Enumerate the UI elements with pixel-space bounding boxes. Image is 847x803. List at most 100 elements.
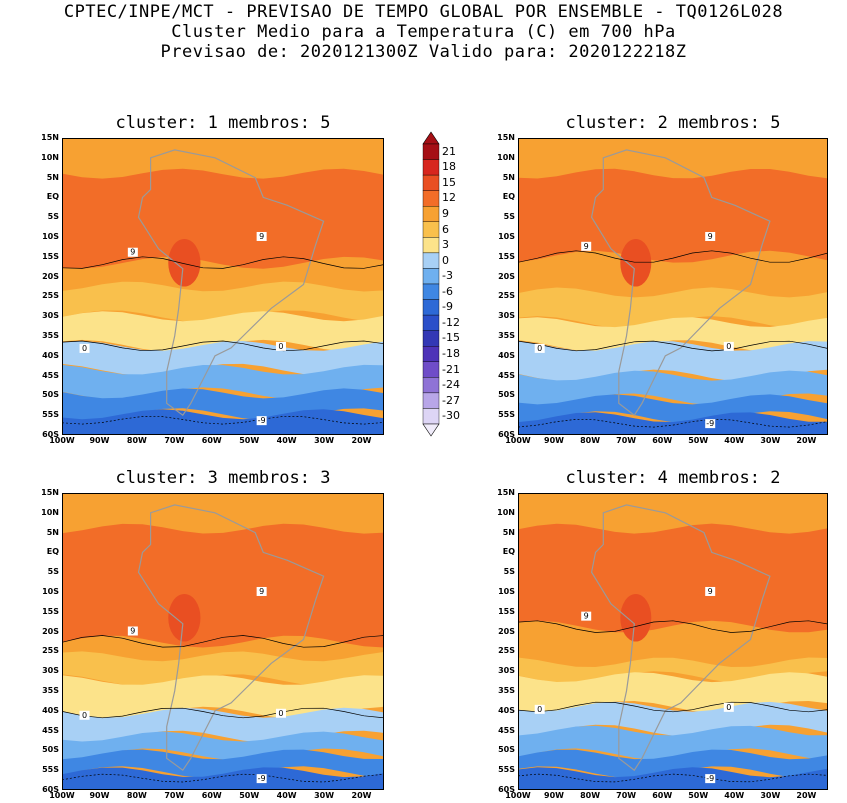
lat-label: 30S xyxy=(42,311,59,321)
colorbar-swatch xyxy=(422,174,440,191)
colorbar-label: -24 xyxy=(442,378,460,392)
field-m12-m9 xyxy=(62,409,384,435)
field-m6-m3 xyxy=(62,364,384,400)
lon-label: 50W xyxy=(239,791,260,800)
lat-label: 5S xyxy=(47,567,59,577)
colorbar-label: 15 xyxy=(442,175,456,189)
lat-label: 15S xyxy=(42,606,59,616)
colorbar-label: -3 xyxy=(442,269,453,283)
lat-label: 5N xyxy=(502,527,515,537)
contour-label-minus-9: -9 xyxy=(258,416,266,425)
lat-label: 40S xyxy=(498,705,515,715)
contour-label-0-bg xyxy=(275,708,286,718)
lon-label: 100W xyxy=(505,791,531,800)
contour-label-0: 0 xyxy=(82,344,87,353)
contour-0 xyxy=(518,340,828,352)
lat-label: 20S xyxy=(42,626,59,636)
contour-label-9-bg xyxy=(581,611,592,621)
lat-label: 10S xyxy=(42,587,59,596)
contour-minus-9 xyxy=(62,416,384,425)
contour-label-9: 9 xyxy=(259,232,264,241)
panel-title-2: cluster: 2 membros: 5 xyxy=(565,113,781,133)
lat-label: 60S xyxy=(42,785,59,794)
contour-label-minus-9: -9 xyxy=(706,774,714,783)
contour-label-9: 9 xyxy=(130,248,135,257)
header-line-1: CPTEC/INPE/MCT - PREVISAO DE TEMPO GLOBA… xyxy=(63,2,784,22)
contour-0 xyxy=(62,707,384,719)
field-m6-m3 xyxy=(62,731,384,761)
colorbar-swatch xyxy=(422,330,440,347)
contour-label-9-bg xyxy=(127,626,138,636)
contour-label-0-bg xyxy=(534,343,545,353)
field-3-6 xyxy=(62,281,384,323)
contour-label-9: 9 xyxy=(584,242,589,251)
contour-label-9-bg xyxy=(256,231,267,241)
colorbar-label: 3 xyxy=(442,238,449,252)
lat-label: 15N xyxy=(497,133,515,142)
contour-label-9: 9 xyxy=(259,587,264,596)
lat-label: 20S xyxy=(42,271,59,281)
contour-9 xyxy=(62,635,384,648)
colorbar-label: 0 xyxy=(442,253,449,267)
coastline-south-america xyxy=(137,149,325,417)
lon-label: 70W xyxy=(164,436,185,445)
lat-label: 50S xyxy=(498,390,515,400)
colorbar-label: -12 xyxy=(442,315,460,329)
colorbar-swatch xyxy=(422,221,440,238)
lon-label: 30W xyxy=(760,791,781,800)
contour-label-9-bg xyxy=(705,586,716,596)
lat-label: 55S xyxy=(498,410,515,420)
contour-label-9-bg xyxy=(256,586,267,596)
colorbar-label: 18 xyxy=(442,160,456,174)
lon-label: 70W xyxy=(164,791,185,800)
contour-label-minus-9: -9 xyxy=(258,774,266,783)
field-m6-m3 xyxy=(518,725,828,761)
field-3-6 xyxy=(62,651,384,687)
lat-label: 40S xyxy=(498,350,515,360)
contour-label-0-bg xyxy=(79,710,90,720)
lat-label: 5S xyxy=(47,212,59,222)
lat-label: 25S xyxy=(498,291,515,301)
colorbar-swatch xyxy=(422,143,440,160)
lat-label: 40S xyxy=(42,705,59,715)
colorbar xyxy=(422,131,440,437)
lat-label: 10S xyxy=(42,232,59,241)
field-9-12 xyxy=(518,168,828,263)
contour-label-0-bg xyxy=(275,341,286,351)
lat-label: 35S xyxy=(498,331,515,340)
field-12-15 xyxy=(620,238,652,287)
lon-label: 60W xyxy=(201,436,222,445)
contour-label-9: 9 xyxy=(708,587,713,596)
field-12-15 xyxy=(168,238,201,287)
lat-label: 30S xyxy=(498,311,515,321)
colorbar-swatch xyxy=(422,268,440,285)
lat-label: 20S xyxy=(498,626,515,636)
lon-label: 30W xyxy=(314,791,335,800)
lon-label: 100W xyxy=(49,436,75,445)
lon-label: 40W xyxy=(276,436,297,445)
lon-label: 80W xyxy=(580,791,601,800)
field-12-15 xyxy=(620,593,652,642)
lon-label: 20W xyxy=(796,436,817,445)
contour-label-9-bg xyxy=(581,241,592,251)
lat-label: 15N xyxy=(497,488,515,497)
colorbar-swatch xyxy=(422,283,440,300)
field-m12-m9 xyxy=(518,412,828,435)
colorbar-label: -6 xyxy=(442,284,453,298)
map-frame xyxy=(518,138,828,435)
lat-label: 25S xyxy=(42,291,59,301)
contour-label-minus-9-bg xyxy=(705,419,716,429)
colorbar-label: 6 xyxy=(442,222,449,236)
lon-label: 50W xyxy=(688,791,709,800)
colorbar-swatch xyxy=(422,314,440,331)
lat-label: EQ xyxy=(46,192,59,202)
lon-label: 90W xyxy=(544,791,565,800)
colorbar-label: -27 xyxy=(442,393,460,407)
lat-label: 55S xyxy=(42,765,59,775)
field-3-6 xyxy=(518,657,828,683)
field-m12-m9 xyxy=(62,767,384,790)
contour-label-0: 0 xyxy=(726,342,731,351)
field-m9-m6 xyxy=(518,749,828,779)
lon-label: 60W xyxy=(201,791,222,800)
lat-label: 10S xyxy=(498,587,515,596)
